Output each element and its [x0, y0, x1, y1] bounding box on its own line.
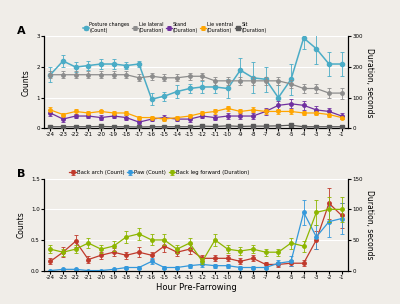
- X-axis label: Hour Pre-Farrowing: Hour Pre-Farrowing: [156, 282, 236, 292]
- Legend: Back arch (Count), Paw (Count), Back leg forward (Duration): Back arch (Count), Paw (Count), Back leg…: [69, 170, 250, 175]
- Y-axis label: Duration, seconds: Duration, seconds: [365, 190, 374, 259]
- Legend: Posture changes
(Count), Lie lateral
(Duration), Stand
(Duration), Lie ventral
(: Posture changes (Count), Lie lateral (Du…: [83, 22, 267, 33]
- Y-axis label: Duration, seconds: Duration, seconds: [365, 48, 374, 117]
- Text: B: B: [17, 169, 25, 179]
- Text: A: A: [17, 26, 25, 36]
- Y-axis label: Counts: Counts: [22, 69, 31, 96]
- Y-axis label: Counts: Counts: [16, 211, 26, 238]
